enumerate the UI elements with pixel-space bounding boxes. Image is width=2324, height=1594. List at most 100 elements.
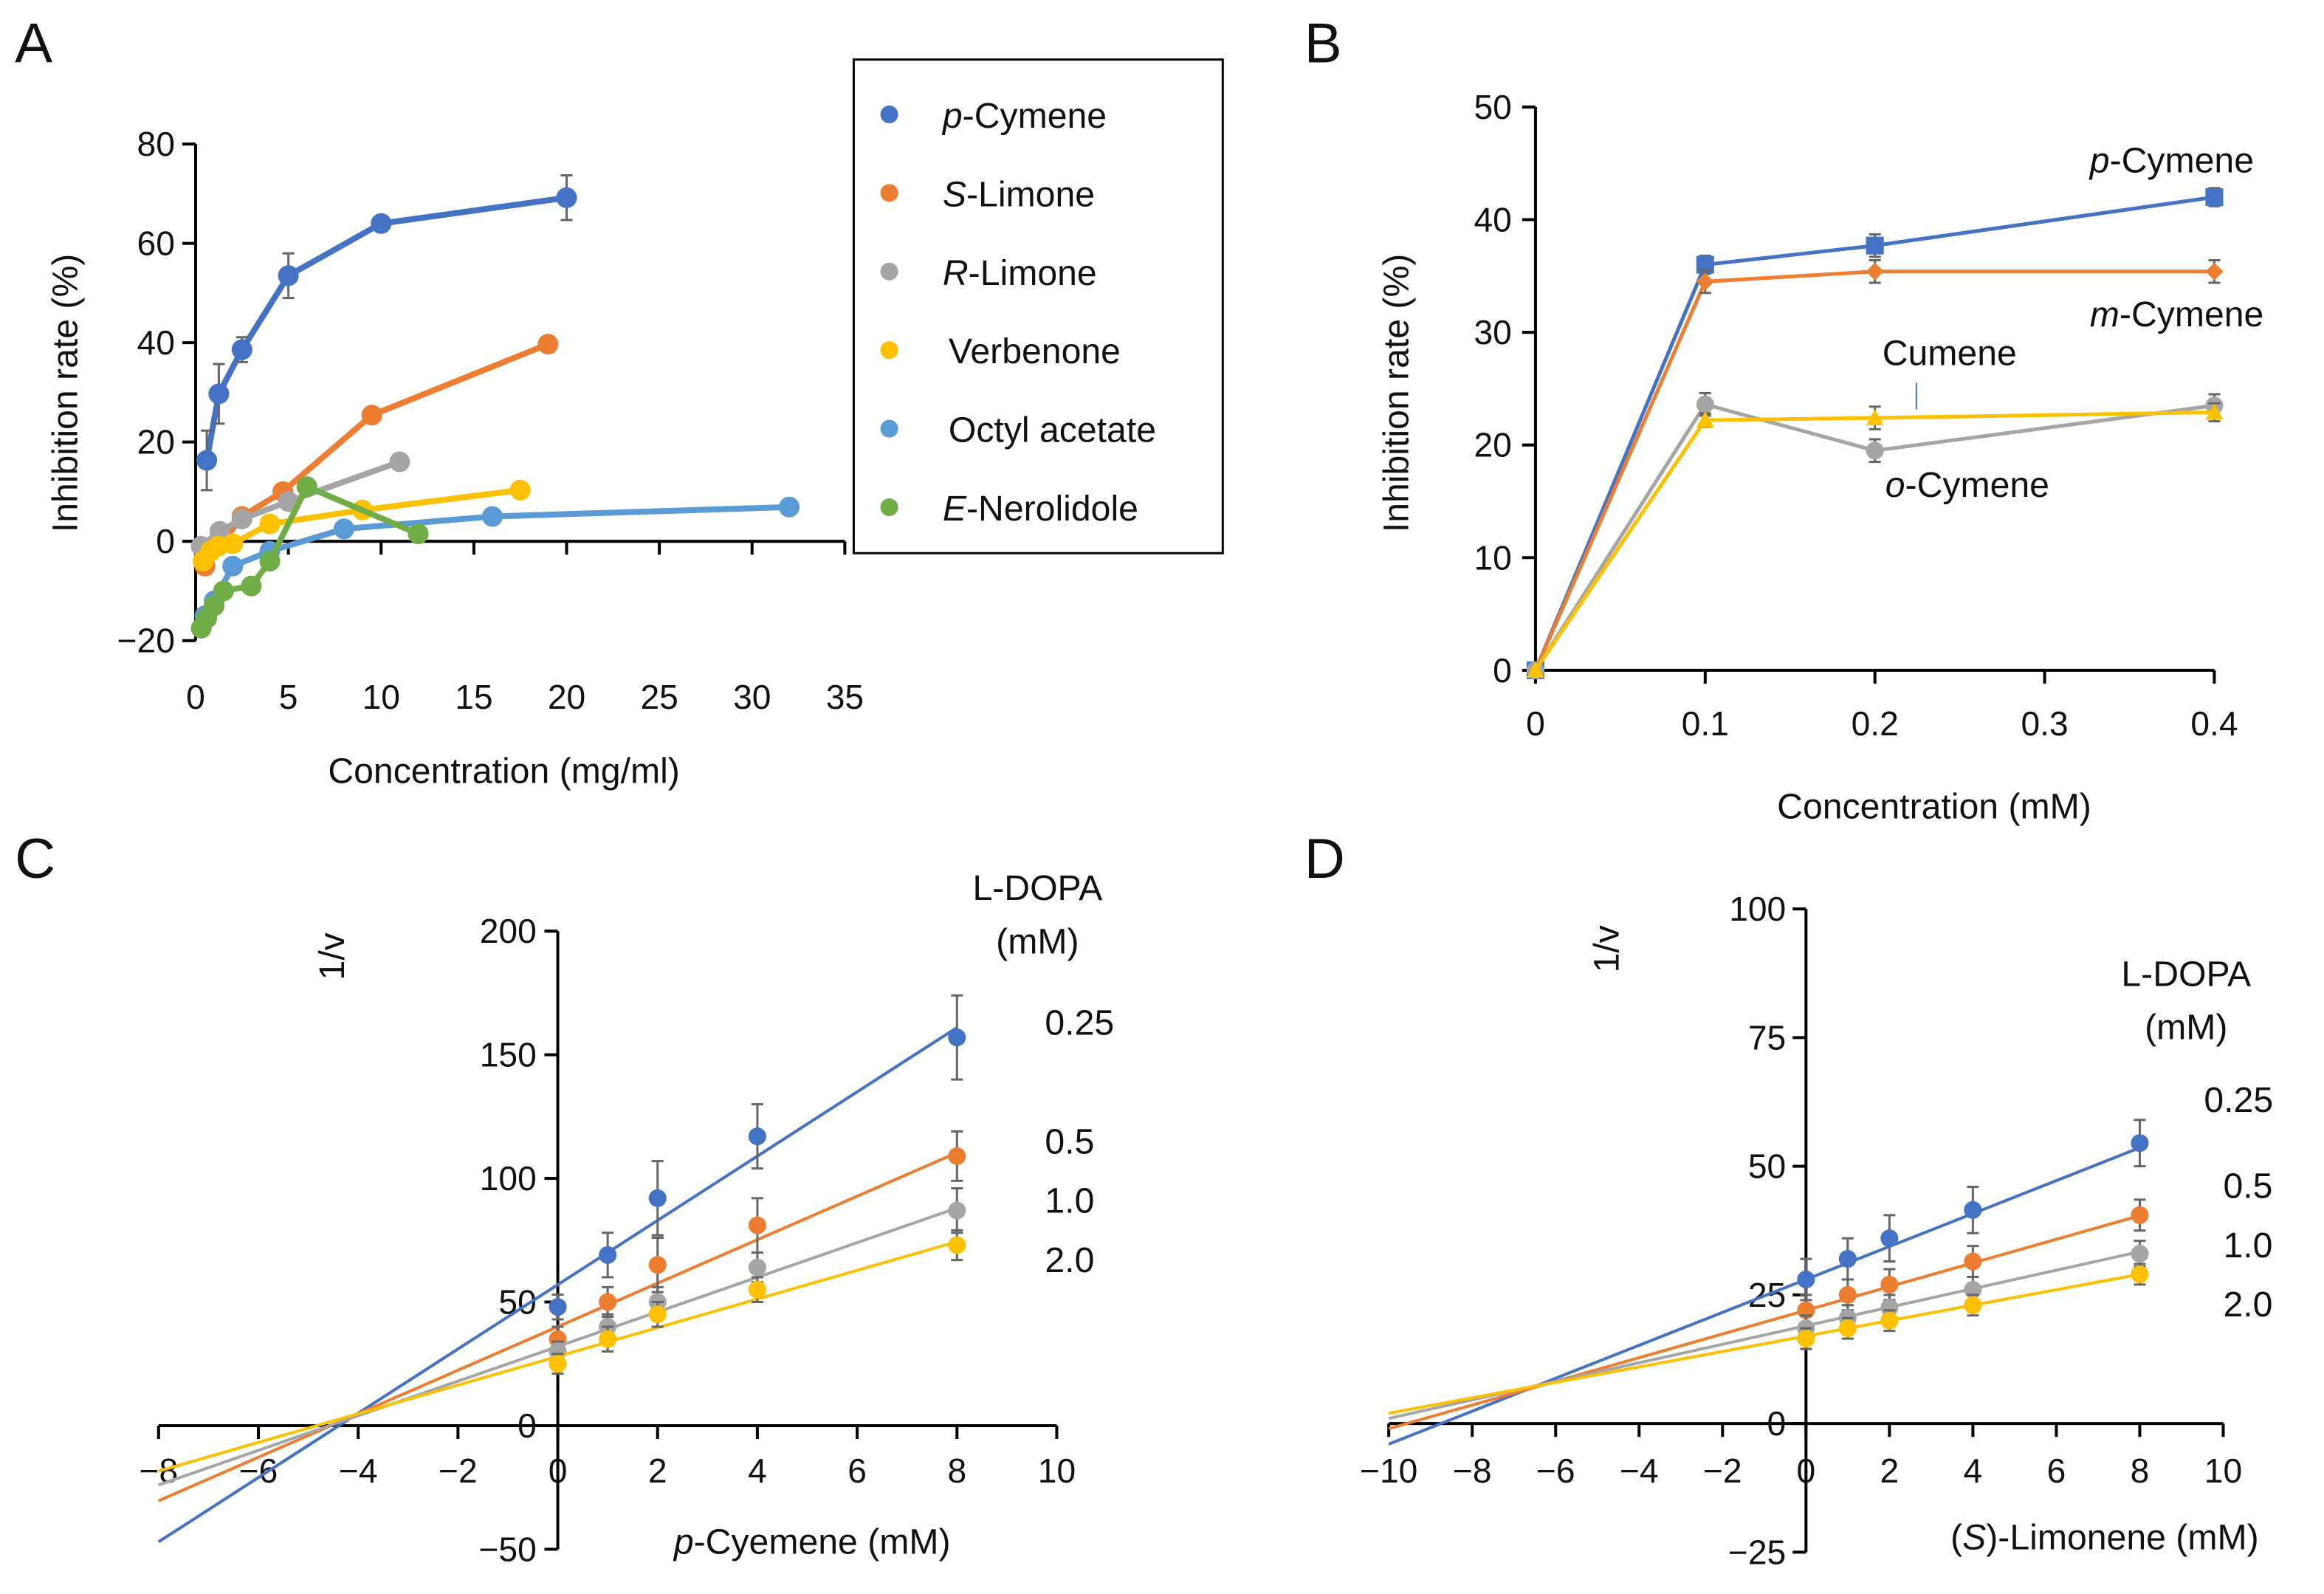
x-axis-title: Concentration (mM) (1777, 787, 2091, 827)
data-point (204, 595, 225, 616)
series-0.5 (1388, 1198, 2149, 1431)
x-axis-title-prefix: ( (1950, 1517, 1962, 1557)
data-point (948, 1236, 966, 1254)
legend-label: p-Cymene (941, 96, 1107, 136)
data-point (1838, 1319, 1857, 1338)
series-0.25 (1388, 1119, 2149, 1446)
y-tick-label: 50 (1474, 88, 1511, 126)
data-point (2131, 1265, 2149, 1284)
x-tick-label: −4 (1620, 1452, 1659, 1490)
y-tick-label: 0 (1493, 651, 1512, 690)
legend-label: E-Nerolidole (943, 489, 1138, 529)
x-axis-title: Concentration (mg/ml) (328, 751, 680, 791)
y-axis-title: 1/v (312, 932, 352, 980)
legend-title: L-DOPA (972, 868, 1103, 908)
data-point (2205, 188, 2224, 207)
series-label: 0.25 (2204, 1080, 2273, 1120)
x-tick-label: −8 (1453, 1452, 1492, 1490)
data-point (1797, 1270, 1815, 1289)
data-point (2205, 262, 2224, 281)
data-point (296, 476, 317, 498)
y-axis-title: 1/v (1586, 925, 1626, 972)
y-tick-label: 60 (137, 224, 175, 263)
x-tick-label: −10 (1360, 1452, 1417, 1490)
fit-line (1388, 1214, 2140, 1431)
panel-B: B 0 0.1 0.2 0.3 0.4 0 10 20 30 40 50 Concentration (… (1304, 13, 2264, 827)
legend-marker (880, 419, 898, 438)
y-tick-label: 50 (1748, 1147, 1786, 1186)
x-tick-label: 6 (2047, 1452, 2066, 1490)
data-point (549, 1298, 567, 1316)
series-label: 0.25 (1045, 1003, 1114, 1043)
data-point (1964, 1200, 1982, 1219)
x-tick-label: 2 (1880, 1452, 1900, 1490)
series-0.5 (158, 1130, 966, 1502)
x-tick-label: −6 (1536, 1452, 1575, 1490)
y-tick-label: 100 (480, 1159, 537, 1198)
data-point (1526, 661, 1544, 678)
legend-box (852, 58, 1224, 554)
y-tick-label: 0 (518, 1406, 537, 1445)
data-point (278, 491, 299, 512)
y-tick-label: 150 (480, 1036, 537, 1074)
series-enerolidole (190, 476, 429, 639)
data-point (259, 513, 281, 535)
data-point (1838, 1250, 1857, 1268)
x-tick-label: 2 (648, 1452, 667, 1490)
series-label: 1.0 (1045, 1181, 1094, 1221)
y-tick-label: 40 (137, 323, 175, 362)
legend-title: L-DOPA (2121, 954, 2252, 994)
y-tick-label: 75 (1748, 1018, 1786, 1057)
data-point (2131, 1134, 2149, 1152)
x-axis-title: p-Cyemene (mM) (673, 1522, 951, 1562)
data-point (599, 1330, 617, 1348)
data-point (222, 555, 244, 577)
data-point (537, 334, 559, 355)
data-point (1964, 1296, 1982, 1314)
data-point (1880, 1229, 1899, 1248)
y-tick-label: 0 (156, 522, 175, 560)
x-tick-label: 0 (186, 678, 205, 716)
data-point (481, 506, 503, 527)
series-line (1533, 410, 2215, 672)
series-label: 2.0 (1045, 1240, 1094, 1280)
data-point (241, 575, 262, 597)
series-line (204, 194, 568, 461)
y-tick-label: 40 (1474, 201, 1511, 239)
data-point (2205, 403, 2224, 420)
data-point (333, 518, 355, 540)
legend-marker (880, 262, 898, 281)
data-point (2131, 1245, 2149, 1263)
data-point (1696, 395, 1714, 413)
data-point (748, 1280, 766, 1299)
data-point (948, 1201, 966, 1220)
data-point (389, 451, 410, 473)
data-point (231, 339, 252, 360)
series-cumene (1526, 402, 2224, 678)
data-point (408, 523, 429, 545)
panel-letter: C (15, 828, 55, 890)
series-octylacetate (194, 496, 800, 627)
data-point (196, 450, 218, 471)
panel-A: A 0 5 10 15 20 25 30 35 −20 0 20 40 60 80 Concentration… (15, 13, 1224, 791)
y-tick-label: 80 (137, 125, 175, 163)
x-tick-label: 0.4 (2190, 704, 2238, 743)
data-point (778, 496, 800, 518)
panel-letter: D (1304, 828, 1345, 890)
legend: p-Cymene S-Limone R-Limone Verbenone Octyl a… (852, 58, 1224, 554)
legend-label: S-Limone (943, 174, 1095, 214)
x-axis-title-rest: -Cyemene (mM) (694, 1522, 951, 1562)
x-tick-label: 8 (947, 1452, 966, 1490)
data-point (222, 533, 244, 554)
series-label: 2.0 (2223, 1285, 2272, 1325)
x-tick-label: 20 (548, 678, 585, 716)
y-tick-label: 10 (1474, 538, 1511, 577)
series-label: 1.0 (2223, 1226, 2272, 1265)
data-point (1866, 442, 1884, 460)
x-tick-label: −2 (1703, 1452, 1742, 1490)
series-annotation: o-Cymene (1885, 465, 2049, 505)
series-ocymene (1526, 391, 2224, 679)
x-axis-title-italic: p (673, 1522, 694, 1562)
data-point (259, 551, 281, 572)
